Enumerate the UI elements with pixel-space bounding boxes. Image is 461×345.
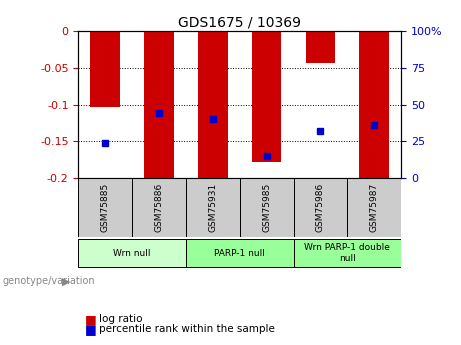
Bar <box>306 31 335 63</box>
Text: ▶: ▶ <box>62 276 71 286</box>
Text: GSM75931: GSM75931 <box>208 183 217 232</box>
Text: PARP-1 null: PARP-1 null <box>214 248 265 258</box>
Bar <box>198 31 228 178</box>
Bar <box>294 178 347 237</box>
Text: log ratio: log ratio <box>99 314 142 324</box>
Text: ■: ■ <box>85 313 97 326</box>
Bar <box>132 178 186 237</box>
Text: GSM75885: GSM75885 <box>101 183 110 232</box>
Bar <box>90 31 120 107</box>
Bar <box>347 178 401 237</box>
Text: GSM75886: GSM75886 <box>154 183 164 232</box>
Text: GSM75987: GSM75987 <box>370 183 378 232</box>
Text: Wrn null: Wrn null <box>113 248 151 258</box>
Bar <box>360 31 389 178</box>
Bar <box>240 178 294 237</box>
Bar <box>186 178 240 237</box>
Title: GDS1675 / 10369: GDS1675 / 10369 <box>178 16 301 30</box>
Bar <box>186 239 294 267</box>
Text: ■: ■ <box>85 323 97 336</box>
Text: genotype/variation: genotype/variation <box>2 276 95 286</box>
Text: Wrn PARP-1 double
null: Wrn PARP-1 double null <box>304 243 390 263</box>
Bar <box>144 31 174 178</box>
Text: GSM75986: GSM75986 <box>316 183 325 232</box>
Bar <box>78 239 186 267</box>
Text: percentile rank within the sample: percentile rank within the sample <box>99 325 275 334</box>
Text: GSM75985: GSM75985 <box>262 183 271 232</box>
Bar <box>294 239 401 267</box>
Bar <box>252 31 281 162</box>
Bar <box>78 178 132 237</box>
